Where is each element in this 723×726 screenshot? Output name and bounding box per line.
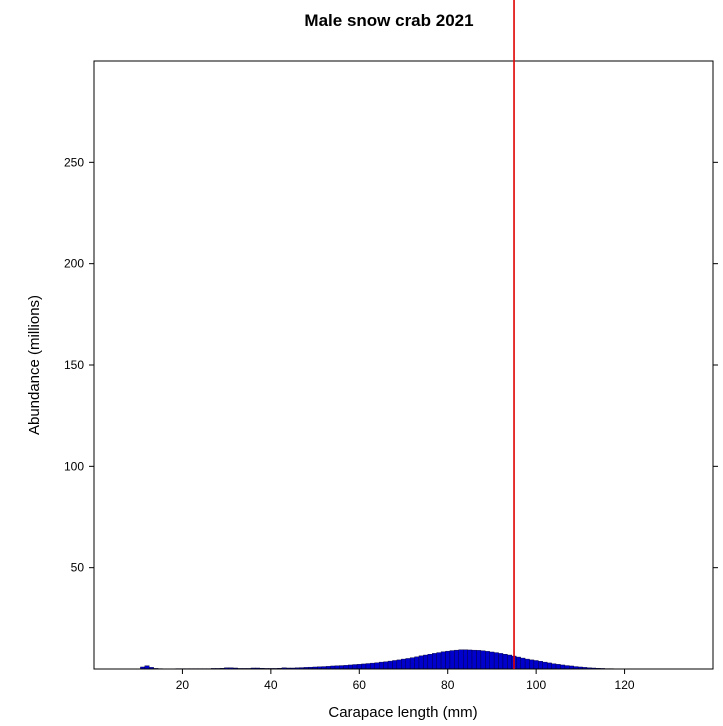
histogram-bar (493, 652, 499, 670)
histogram-bar (538, 661, 543, 670)
histogram-bar (383, 661, 389, 670)
histogram-bar (467, 649, 473, 670)
histogram-bar (458, 649, 464, 670)
histogram-bar (524, 658, 530, 670)
histogram-bar (432, 653, 437, 670)
histogram-bar (387, 660, 393, 670)
x-tick-label: 60 (353, 678, 367, 692)
histogram-bar (348, 664, 353, 670)
histogram-bar (529, 659, 535, 670)
x-axis-label: Carapace length (mm) (328, 704, 477, 721)
y-tick-label: 50 (71, 561, 85, 575)
histogram-bar (516, 656, 521, 670)
y-tick-label: 200 (64, 257, 84, 271)
histogram-bar (378, 661, 384, 670)
x-tick-label: 100 (526, 678, 546, 692)
plot-frame (93, 60, 714, 670)
x-tick-label: 80 (441, 678, 455, 692)
histogram-bar (352, 664, 358, 670)
histogram-bar (560, 664, 566, 670)
histogram-bar (356, 664, 362, 670)
histogram-bar (480, 650, 486, 670)
histogram-bar (414, 656, 420, 670)
x-tick-label: 120 (615, 678, 635, 692)
histogram-bar (507, 654, 513, 670)
histogram-bar (409, 657, 415, 670)
histogram-bar (502, 654, 508, 670)
histogram-bar (462, 649, 468, 670)
histogram-bar (427, 654, 433, 670)
histogram-bar (436, 652, 442, 670)
histogram-bar (365, 663, 371, 670)
y-tick-label: 100 (64, 459, 84, 473)
histogram-bar (449, 650, 455, 670)
histogram-bar (485, 651, 490, 670)
histogram-bar (498, 653, 504, 670)
x-axis: 20 40 60 80 100 120 (176, 669, 635, 692)
histogram-bar (471, 649, 477, 670)
y-tick-label: 150 (64, 358, 84, 372)
histogram-bar (370, 662, 375, 670)
histogram-bar (542, 661, 548, 670)
histogram-bar (520, 657, 526, 670)
histogram-bar (418, 655, 424, 670)
histogram-bar (374, 662, 380, 670)
x-tick-label: 40 (264, 678, 278, 692)
bar-series (140, 649, 614, 670)
histogram-bar (445, 650, 451, 670)
histogram-bar (564, 665, 570, 670)
histogram-bar (533, 660, 539, 670)
histogram-bar (396, 659, 402, 670)
histogram-bar (339, 665, 345, 670)
histogram-bar (454, 649, 459, 670)
x-tick-label: 20 (176, 678, 190, 692)
y-axis: 50 100 150 200 250 (64, 155, 718, 575)
y-axis-label: Abundance (millions) (26, 295, 43, 435)
histogram-bar (440, 651, 446, 670)
histogram-bar (361, 663, 367, 670)
histogram-bar (401, 658, 406, 670)
histogram-bar (392, 660, 398, 670)
chart-title: Male snow crab 2021 (304, 11, 473, 30)
histogram-bar (476, 650, 482, 670)
histogram-bar (489, 651, 495, 670)
histogram-bar (343, 665, 349, 670)
histogram-bar (555, 664, 561, 670)
histogram-bar (551, 663, 557, 670)
y-tick-label: 250 (64, 155, 84, 169)
histogram-bar (546, 662, 552, 670)
histogram-bar (405, 658, 411, 670)
histogram-bar (423, 654, 429, 670)
